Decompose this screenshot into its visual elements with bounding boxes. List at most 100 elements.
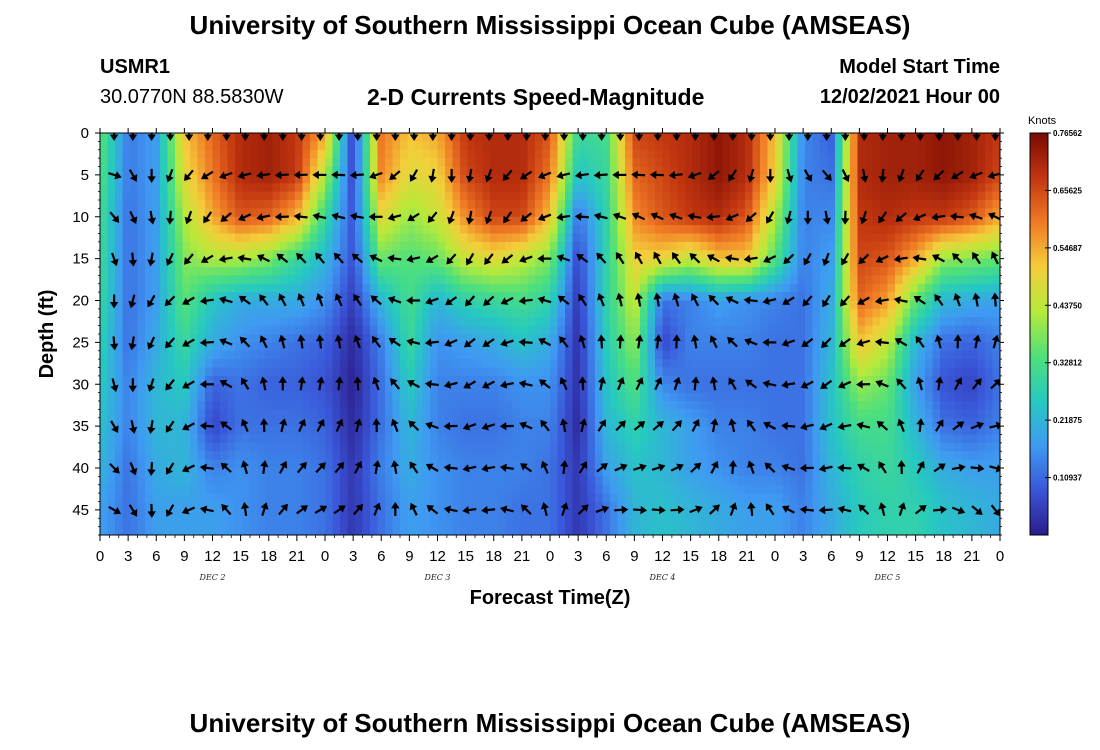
heatmap-cell: [287, 216, 296, 226]
heatmap-cell: [925, 325, 934, 335]
heatmap-cell: [317, 392, 326, 402]
heatmap-cell: [212, 283, 221, 293]
heatmap-cell: [130, 166, 139, 176]
heatmap-cell: [527, 183, 536, 193]
heatmap-cell: [130, 476, 139, 486]
heatmap-cell: [407, 200, 416, 209]
heatmap-cell: [797, 300, 806, 310]
heatmap-cell: [190, 166, 199, 176]
heatmap-cell: [347, 166, 356, 176]
heatmap-cell: [460, 216, 469, 226]
heatmap-cell: [482, 325, 491, 335]
heatmap-cell: [257, 300, 266, 310]
heatmap-cell: [407, 468, 416, 477]
heatmap-cell: [707, 166, 716, 176]
heatmap-cell: [377, 367, 386, 377]
heatmap-cell: [857, 334, 866, 343]
heatmap-cell: [347, 350, 356, 360]
heatmap-cell: [167, 308, 176, 318]
heatmap-cell: [175, 476, 184, 486]
heatmap-cell: [887, 258, 896, 268]
heatmap-cell: [325, 409, 334, 419]
heatmap-cell: [302, 258, 311, 268]
heatmap-cell: [370, 241, 379, 251]
heatmap-cell: [355, 434, 364, 444]
heatmap-cell: [910, 342, 919, 352]
heatmap-cell: [685, 426, 694, 436]
heatmap-cell: [137, 258, 146, 268]
heatmap-cell: [797, 426, 806, 436]
heatmap-cell: [925, 459, 934, 469]
heatmap-cell: [947, 149, 956, 159]
heatmap-cell: [167, 350, 176, 360]
heatmap-cell: [145, 158, 154, 168]
heatmap-cell: [280, 308, 289, 318]
heatmap-cell: [340, 191, 349, 201]
heatmap-cell: [175, 158, 184, 168]
heatmap-cell: [107, 342, 116, 352]
heatmap-cell: [737, 392, 746, 402]
heatmap-cell: [977, 325, 986, 335]
heatmap-cell: [452, 258, 461, 268]
heatmap-cell: [287, 241, 296, 251]
heatmap-cell: [790, 200, 799, 209]
heatmap-cell: [115, 325, 124, 335]
heatmap-cell: [430, 442, 439, 452]
heatmap-cell: [550, 292, 559, 302]
heatmap-cell: [940, 158, 949, 168]
heatmap-cell: [985, 384, 994, 394]
heatmap-cell: [737, 225, 746, 235]
heatmap-cell: [797, 258, 806, 268]
heatmap-cell: [647, 158, 656, 168]
heatmap-cell: [302, 250, 311, 260]
heatmap-cell: [115, 225, 124, 235]
heatmap-cell: [377, 451, 386, 461]
heatmap-cell: [617, 426, 626, 436]
heatmap-cell: [160, 183, 169, 193]
heatmap-cell: [152, 401, 161, 410]
heatmap-cell: [775, 434, 784, 444]
heatmap-cell: [220, 451, 229, 461]
heatmap-cell: [190, 158, 199, 168]
heatmap-cell: [325, 468, 334, 477]
heatmap-cell: [482, 359, 491, 369]
heatmap-cell: [610, 392, 619, 402]
heatmap-cell: [145, 216, 154, 226]
heatmap-cell: [212, 183, 221, 193]
heatmap-cell: [497, 275, 506, 285]
heatmap-cell: [167, 300, 176, 310]
heatmap-cell: [827, 417, 836, 427]
heatmap-cell: [865, 409, 874, 419]
heatmap-cell: [550, 451, 559, 461]
heatmap-cell: [340, 476, 349, 486]
heatmap-cell: [227, 367, 236, 377]
heatmap-cell: [250, 133, 259, 142]
heatmap-cell: [490, 133, 499, 142]
heatmap-cell: [250, 401, 259, 410]
heatmap-cell: [610, 375, 619, 385]
heatmap-cell: [782, 459, 791, 469]
heatmap-cell: [572, 401, 581, 410]
heatmap-cell: [482, 367, 491, 377]
heatmap-cell: [947, 308, 956, 318]
heatmap-cell: [985, 317, 994, 327]
heatmap-cell: [430, 233, 439, 243]
heatmap-cell: [647, 375, 656, 385]
heatmap-cell: [362, 174, 371, 184]
heatmap-cell: [310, 426, 319, 436]
heatmap-cell: [482, 149, 491, 159]
heatmap-cell: [122, 350, 131, 360]
heatmap-cell: [805, 241, 814, 251]
heatmap-cell: [152, 476, 161, 486]
heatmap-cell: [737, 292, 746, 302]
heatmap-cell: [752, 267, 761, 276]
heatmap-cell: [977, 292, 986, 302]
heatmap-cell: [767, 158, 776, 168]
heatmap-cell: [145, 183, 154, 193]
heatmap-cell: [992, 442, 1000, 452]
heatmap-cell: [572, 476, 581, 486]
heatmap-cell: [317, 283, 326, 293]
heatmap-cell: [857, 342, 866, 352]
heatmap-cell: [437, 434, 446, 444]
heatmap-cell: [737, 375, 746, 385]
